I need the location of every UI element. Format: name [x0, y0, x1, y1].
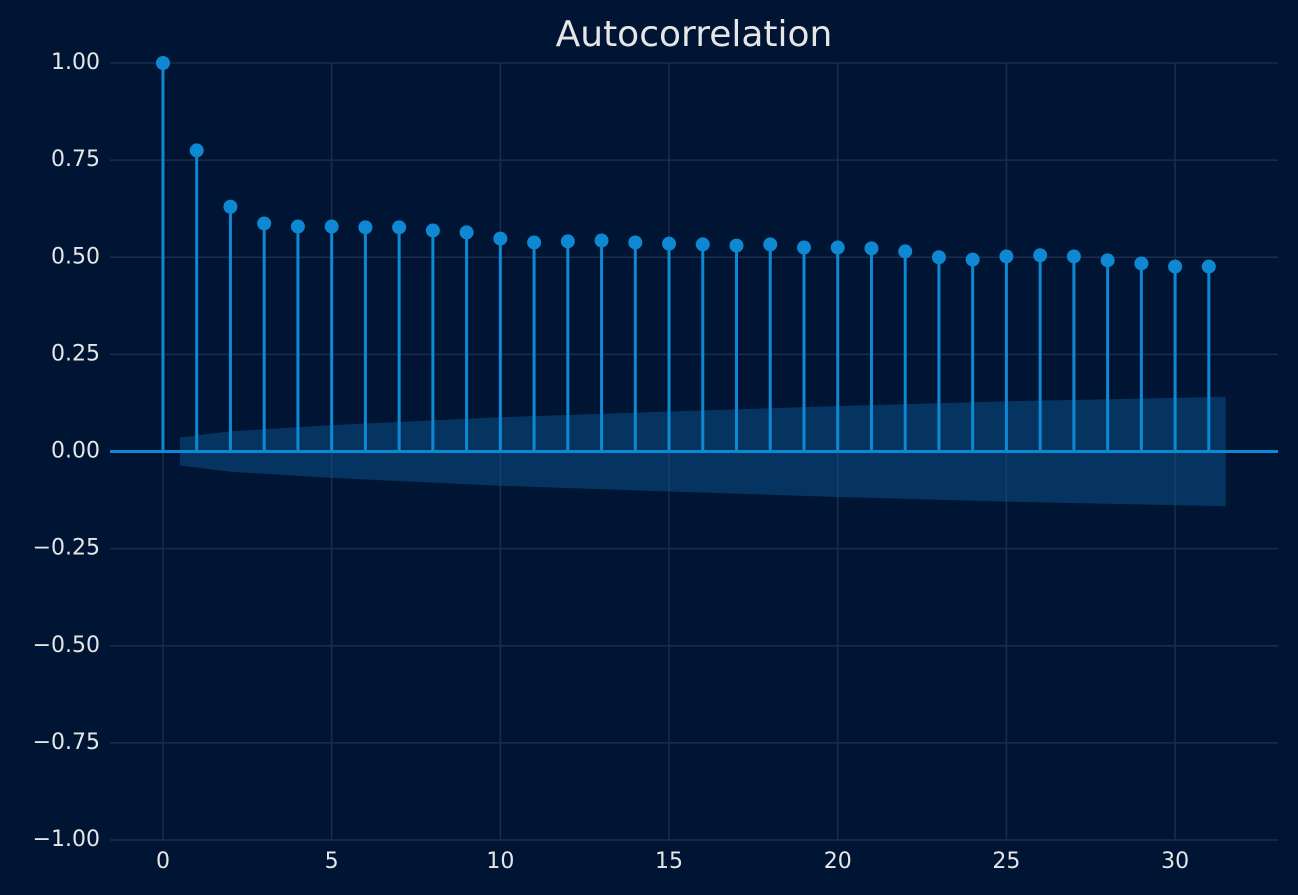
marker [155, 56, 170, 70]
x-tick-label: 15 [655, 849, 683, 874]
y-tick-label: 0.75 [51, 147, 100, 172]
y-tick-label: 0.00 [51, 439, 100, 464]
y-tick-label: −0.25 [33, 536, 100, 561]
marker [257, 216, 272, 231]
x-tick-label: 30 [1161, 849, 1189, 874]
marker [1201, 259, 1216, 274]
marker [898, 244, 913, 259]
marker [796, 240, 811, 255]
marker [864, 241, 879, 256]
x-tick-label: 25 [992, 849, 1020, 874]
y-tick-label: 0.25 [51, 341, 100, 366]
x-tick-label: 20 [824, 849, 852, 874]
marker [1100, 253, 1115, 268]
marker [763, 237, 778, 252]
chart-title: Autocorrelation [556, 14, 833, 55]
marker [729, 238, 744, 253]
marker [1033, 248, 1048, 263]
y-tick-label: −1.00 [33, 827, 100, 852]
x-tick-label: 10 [486, 849, 514, 874]
marker [493, 231, 508, 246]
marker [290, 219, 305, 234]
marker [1066, 249, 1081, 264]
marker [965, 252, 980, 267]
marker [1168, 259, 1183, 274]
marker [1134, 256, 1149, 271]
y-tick-label: 1.00 [51, 50, 100, 75]
marker [628, 235, 643, 250]
marker [662, 236, 677, 251]
marker [358, 220, 373, 235]
marker [527, 235, 542, 250]
marker [459, 225, 474, 240]
marker [931, 250, 946, 265]
x-tick-label: 5 [325, 849, 339, 874]
marker [594, 233, 609, 248]
y-tick-label: −0.75 [33, 730, 100, 755]
marker [324, 219, 339, 234]
marker [830, 240, 845, 255]
x-tick-label: 0 [156, 849, 170, 874]
marker [223, 199, 238, 214]
marker [392, 220, 407, 235]
marker [999, 249, 1014, 264]
y-tick-label: 0.50 [51, 244, 100, 269]
marker [189, 143, 204, 158]
marker [695, 237, 710, 252]
marker [425, 223, 440, 238]
marker [560, 234, 575, 249]
y-tick-label: −0.50 [33, 633, 100, 658]
